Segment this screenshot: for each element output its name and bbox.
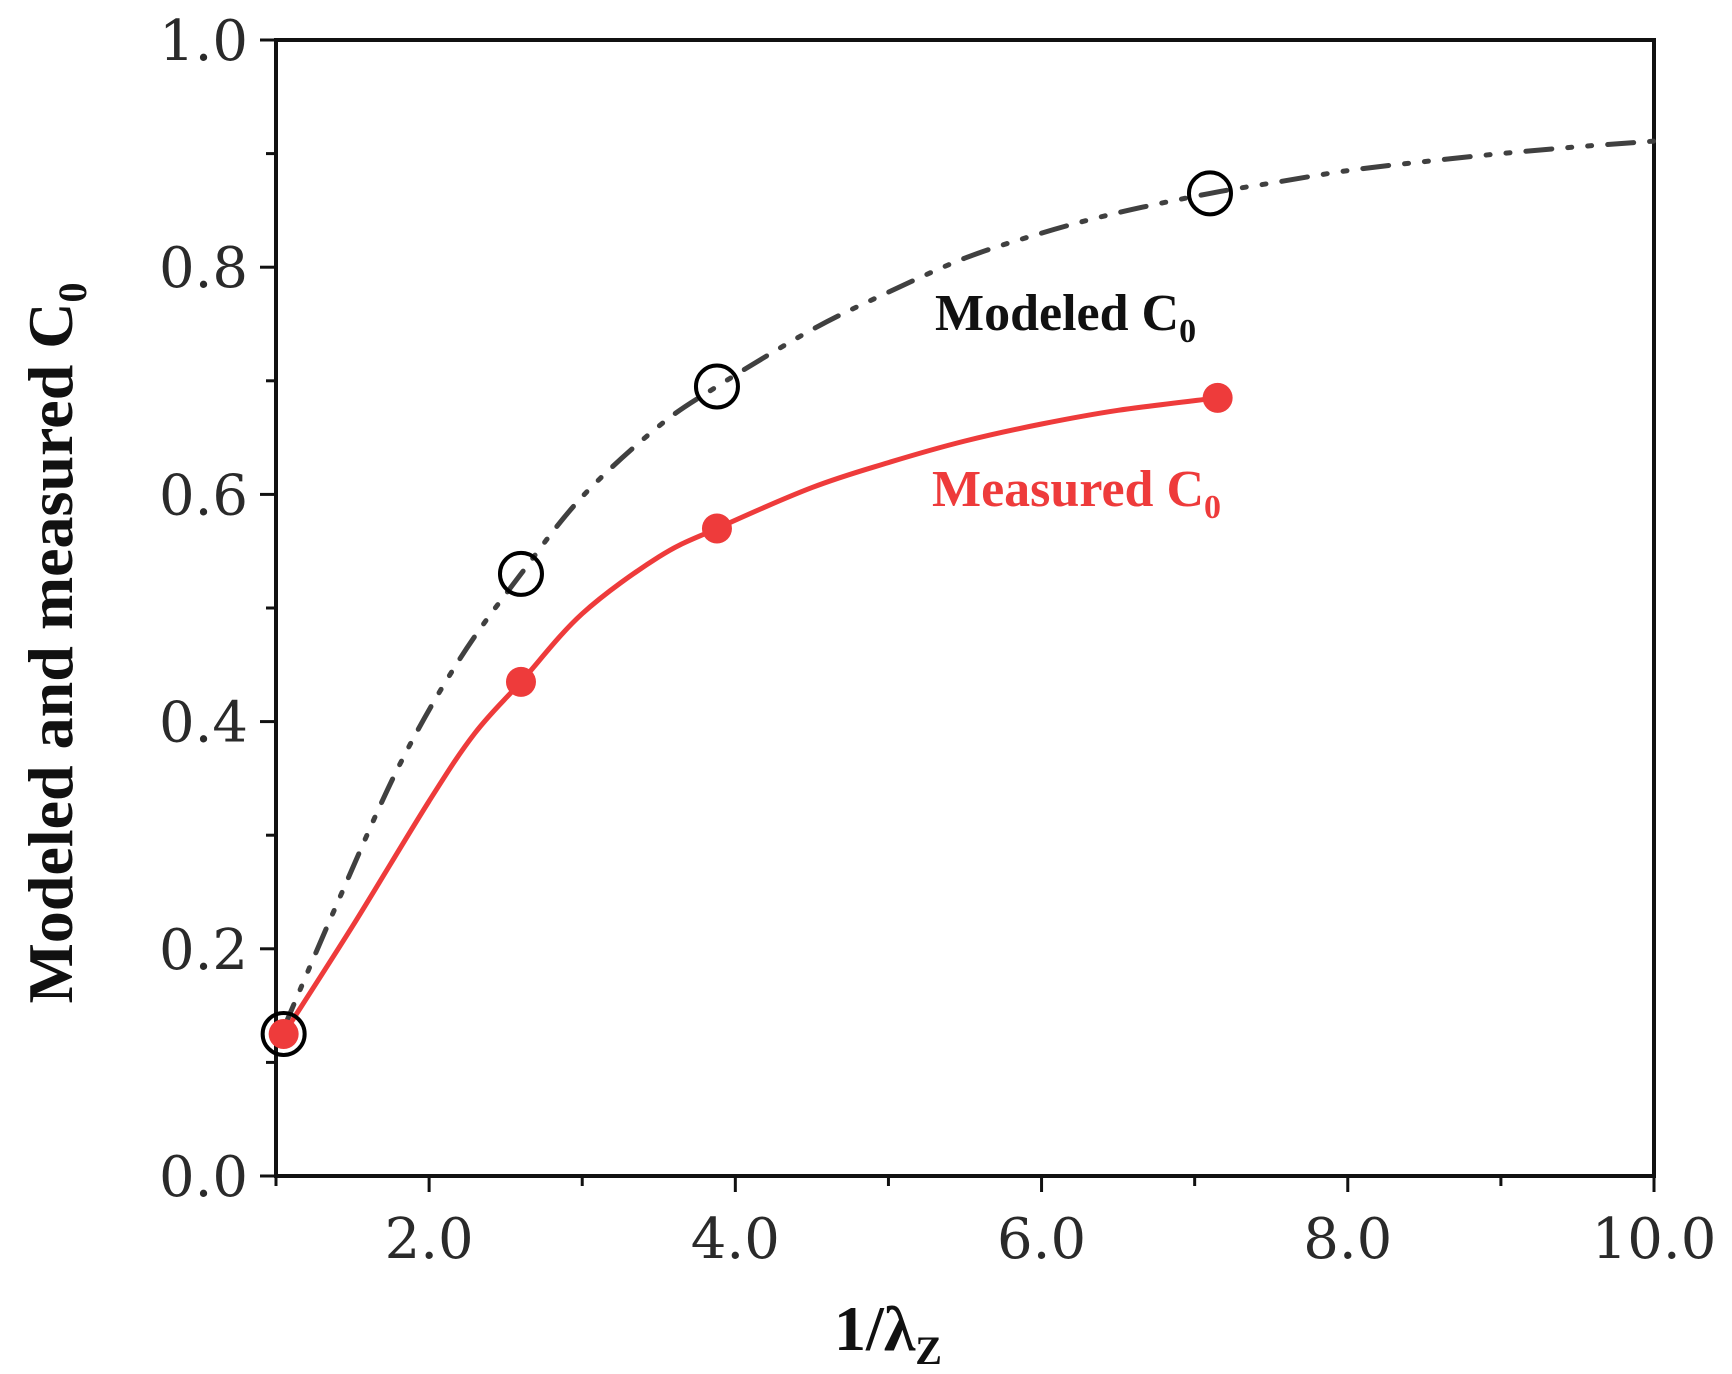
x-tick-label: 4.0: [691, 1207, 780, 1272]
modeled-series-label: Modeled C0: [935, 285, 1196, 350]
modeled-point: [497, 550, 544, 597]
y-tick-label: 0.6: [159, 463, 248, 528]
x-tick-label: 10.0: [1592, 1207, 1717, 1272]
modeled-point: [1186, 170, 1233, 217]
measured-point: [268, 1019, 299, 1049]
y-tick-label: 0.2: [159, 918, 248, 983]
measured-point: [505, 666, 536, 697]
measured-point: [1202, 382, 1233, 413]
plot-frame: [274, 38, 1656, 1178]
x-tick-label: 8.0: [1303, 1207, 1392, 1272]
x-tick-label: 2.0: [385, 1207, 474, 1272]
x-tick-label: 6.0: [997, 1207, 1086, 1272]
y-axis-ticks: 0.0 0.2 0.4 0.6 0.8 1.0: [159, 9, 276, 1210]
measured-curve: [281, 395, 1221, 1037]
plot-area-border: [274, 38, 1656, 1178]
series-curves: [281, 138, 1657, 1037]
series-markers: [260, 170, 1233, 1057]
x-axis-title: 1/λZ: [834, 1293, 942, 1373]
measured-series-label: Measured C0: [932, 461, 1221, 526]
x-axis-ticks: 2.0 4.0 6.0 8.0 10.0: [274, 1176, 1717, 1272]
y-axis-title: Modeled and measured C0: [15, 282, 95, 1003]
y-tick-label: 0.8: [159, 236, 248, 301]
modeled-curve: [281, 138, 1657, 1031]
modeled-point: [260, 1011, 307, 1057]
modeled-point: [693, 363, 740, 410]
y-tick-label: 0.0: [159, 1145, 248, 1210]
y-tick-label: 0.4: [159, 691, 248, 756]
y-tick-label: 1.0: [159, 9, 248, 74]
measured-point: [701, 513, 732, 544]
